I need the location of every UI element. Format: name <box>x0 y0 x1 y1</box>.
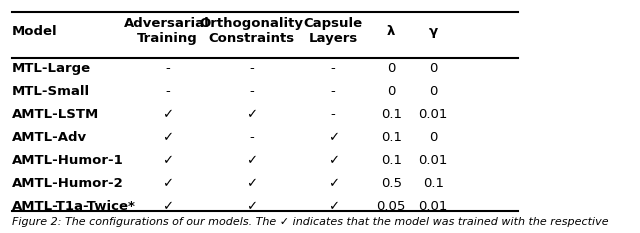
Text: ✓: ✓ <box>162 131 173 144</box>
Text: -: - <box>249 131 254 144</box>
Text: 0.01: 0.01 <box>419 200 448 213</box>
Text: 0.1: 0.1 <box>381 131 402 144</box>
Text: AMTL-LSTM: AMTL-LSTM <box>12 108 99 121</box>
Text: 0: 0 <box>387 62 396 75</box>
Text: -: - <box>331 85 335 98</box>
Text: ✓: ✓ <box>246 108 257 121</box>
Text: Adversarial
Training: Adversarial Training <box>124 17 210 45</box>
Text: MTL-Large: MTL-Large <box>12 62 91 75</box>
Text: ✓: ✓ <box>328 131 339 144</box>
Text: 0: 0 <box>387 85 396 98</box>
Text: ✓: ✓ <box>246 154 257 167</box>
Text: ✓: ✓ <box>162 200 173 213</box>
Text: 0.01: 0.01 <box>419 154 448 167</box>
Text: ✓: ✓ <box>246 200 257 213</box>
Text: λ: λ <box>387 25 396 38</box>
Text: ✓: ✓ <box>328 154 339 167</box>
Text: 0.01: 0.01 <box>419 108 448 121</box>
Text: ✓: ✓ <box>328 177 339 190</box>
Text: -: - <box>331 62 335 75</box>
Text: 0: 0 <box>429 62 438 75</box>
Text: 0.5: 0.5 <box>381 177 402 190</box>
Text: 0.05: 0.05 <box>376 200 406 213</box>
Text: ✓: ✓ <box>328 200 339 213</box>
Text: 0.1: 0.1 <box>381 154 402 167</box>
Text: AMTL-Humor-2: AMTL-Humor-2 <box>12 177 124 190</box>
Text: 0: 0 <box>429 131 438 144</box>
Text: ✓: ✓ <box>162 108 173 121</box>
Text: -: - <box>249 85 254 98</box>
Text: 0.1: 0.1 <box>381 108 402 121</box>
Text: MTL-Small: MTL-Small <box>12 85 90 98</box>
Text: -: - <box>331 108 335 121</box>
Text: Orthogonality
Constraints: Orthogonality Constraints <box>200 17 303 45</box>
Text: ✓: ✓ <box>246 177 257 190</box>
Text: Model: Model <box>12 25 58 38</box>
Text: 0.1: 0.1 <box>423 177 444 190</box>
Text: AMTL-Humor-1: AMTL-Humor-1 <box>12 154 124 167</box>
Text: ✓: ✓ <box>162 177 173 190</box>
Text: Capsule
Layers: Capsule Layers <box>303 17 363 45</box>
Text: -: - <box>249 62 254 75</box>
Text: ✓: ✓ <box>162 154 173 167</box>
Text: 0: 0 <box>429 85 438 98</box>
Text: -: - <box>165 85 170 98</box>
Text: AMTL-Adv: AMTL-Adv <box>12 131 87 144</box>
Text: Figure 2: The configurations of our models. The ✓ indicates that the model was t: Figure 2: The configurations of our mode… <box>12 217 609 227</box>
Text: AMTL-T1a-Twice*: AMTL-T1a-Twice* <box>12 200 136 213</box>
Text: γ: γ <box>429 25 438 38</box>
Text: -: - <box>165 62 170 75</box>
